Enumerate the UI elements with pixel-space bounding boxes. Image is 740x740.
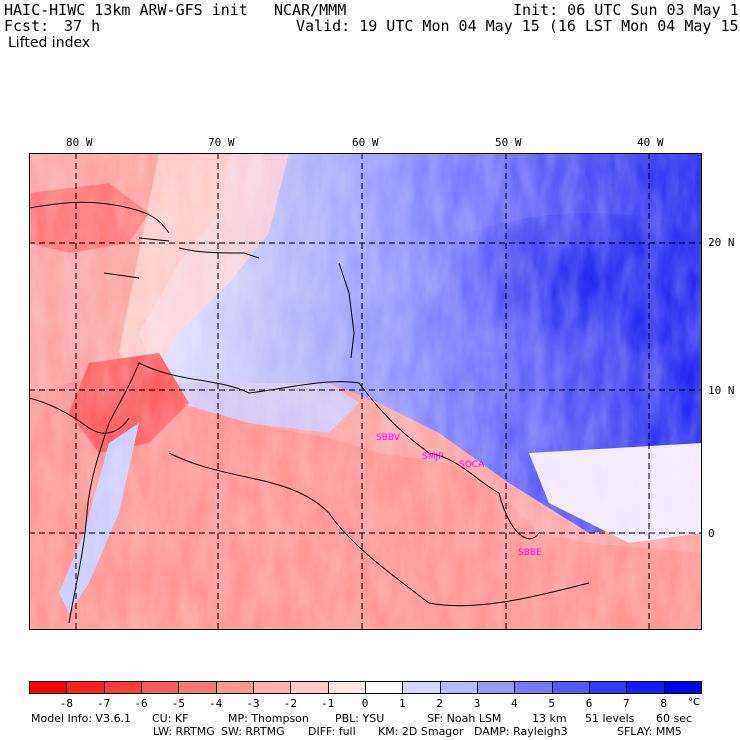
colorbar-label: 4 [511, 697, 518, 710]
colorbar-swatch [29, 681, 68, 694]
colorbar-swatch [253, 681, 292, 694]
shortwave-scheme: SW: RRTMG [221, 725, 285, 738]
colorbar-label: 1 [399, 697, 406, 710]
colorbar-label: -7 [97, 697, 111, 710]
colorbar-label: 0 [361, 697, 369, 710]
colorbar-swatch [141, 681, 180, 694]
init-time: Init: 06 UTC Sun 03 May 15 [513, 1, 740, 19]
field-name: Lifted index [8, 35, 91, 51]
colorbar-unit: °C [688, 697, 700, 708]
cumulus-scheme: CU: KF [152, 712, 189, 725]
station-label: SOCA [459, 460, 485, 470]
colorbar-label: -1 [321, 697, 335, 710]
lat-lon-grid [29, 153, 702, 630]
vertical-levels: 51 levels [585, 712, 635, 725]
colorbar-label: -4 [209, 697, 223, 710]
lon-label: 80 W [66, 136, 93, 149]
lifted-index-map: SBBV SMJP SOCA SBBE [29, 153, 702, 630]
model-title: HAIC-HIWC 13km ARW-GFS init [4, 1, 248, 19]
colorbar-swatch [477, 681, 516, 694]
resolution: 13 km [532, 712, 567, 725]
valid-time: Valid: 19 UTC Mon 04 May 15 (16 LST Mon … [296, 17, 740, 35]
colorbar-label: 7 [623, 697, 630, 710]
lon-label: 40 W [637, 136, 664, 149]
station-label: SBBE [518, 548, 542, 558]
model-version: Model Info: V3.6.1 [31, 712, 132, 725]
colorbar-label: 8 [660, 697, 667, 710]
colorbar-label: -5 [171, 697, 185, 710]
lat-label: 20 N [708, 236, 735, 249]
colorbar-label: -6 [134, 697, 148, 710]
pbl-scheme: PBL: YSU [335, 712, 385, 725]
colorbar-label: 6 [585, 697, 593, 710]
station-label: SMJP [422, 452, 444, 462]
surface-layer-option: SFLAY: MM5 [617, 725, 682, 738]
forecast-hour: 37 h [64, 17, 101, 35]
colorbar-swatch [365, 681, 404, 694]
damping-option: DAMP: Rayleigh3 [474, 725, 568, 738]
colorbar-label: -3 [246, 697, 260, 710]
colorbar-swatch [514, 681, 553, 694]
lon-label: 50 W [495, 136, 522, 149]
station-label: SBBV [376, 433, 401, 443]
colorbar-swatch [66, 681, 105, 694]
colorbar-label: -2 [283, 697, 297, 710]
colorbar-swatch [589, 681, 628, 694]
colorbar-label: 5 [548, 697, 555, 710]
map-frame [29, 153, 702, 630]
colorbar-swatch [103, 681, 142, 694]
colorbar-swatch [402, 681, 441, 694]
colorbar-swatch [551, 681, 590, 694]
colorbar-swatch [178, 681, 217, 694]
lat-label: 0 [708, 527, 715, 540]
colorbar-swatch [439, 681, 478, 694]
colorbar-swatch [290, 681, 329, 694]
colorbar-label: -8 [59, 697, 73, 710]
forecast-label: Fcst: [4, 17, 50, 35]
longwave-scheme: LW: RRTMG [153, 725, 215, 738]
coastlines [29, 201, 590, 624]
microphysics-scheme: MP: Thompson [228, 712, 309, 725]
organization-label: NCAR/MMM [274, 1, 347, 19]
surface-scheme: SF: Noah LSM [427, 712, 502, 725]
km-option: KM: 2D Smagor [378, 725, 464, 738]
lon-label: 70 W [208, 136, 235, 149]
lon-label: 60 W [352, 136, 379, 149]
time-step: 60 sec [656, 712, 693, 725]
colorbar-label: 3 [473, 697, 481, 710]
colorbar-swatch [327, 681, 366, 694]
diffusion-option: DIFF: full [308, 725, 356, 738]
lat-label: 10 N [708, 384, 735, 397]
colorbar-swatch [663, 681, 702, 694]
colorbar-label: 2 [436, 697, 443, 710]
colorbar-swatch [215, 681, 254, 694]
colorbar-swatch [626, 681, 665, 694]
